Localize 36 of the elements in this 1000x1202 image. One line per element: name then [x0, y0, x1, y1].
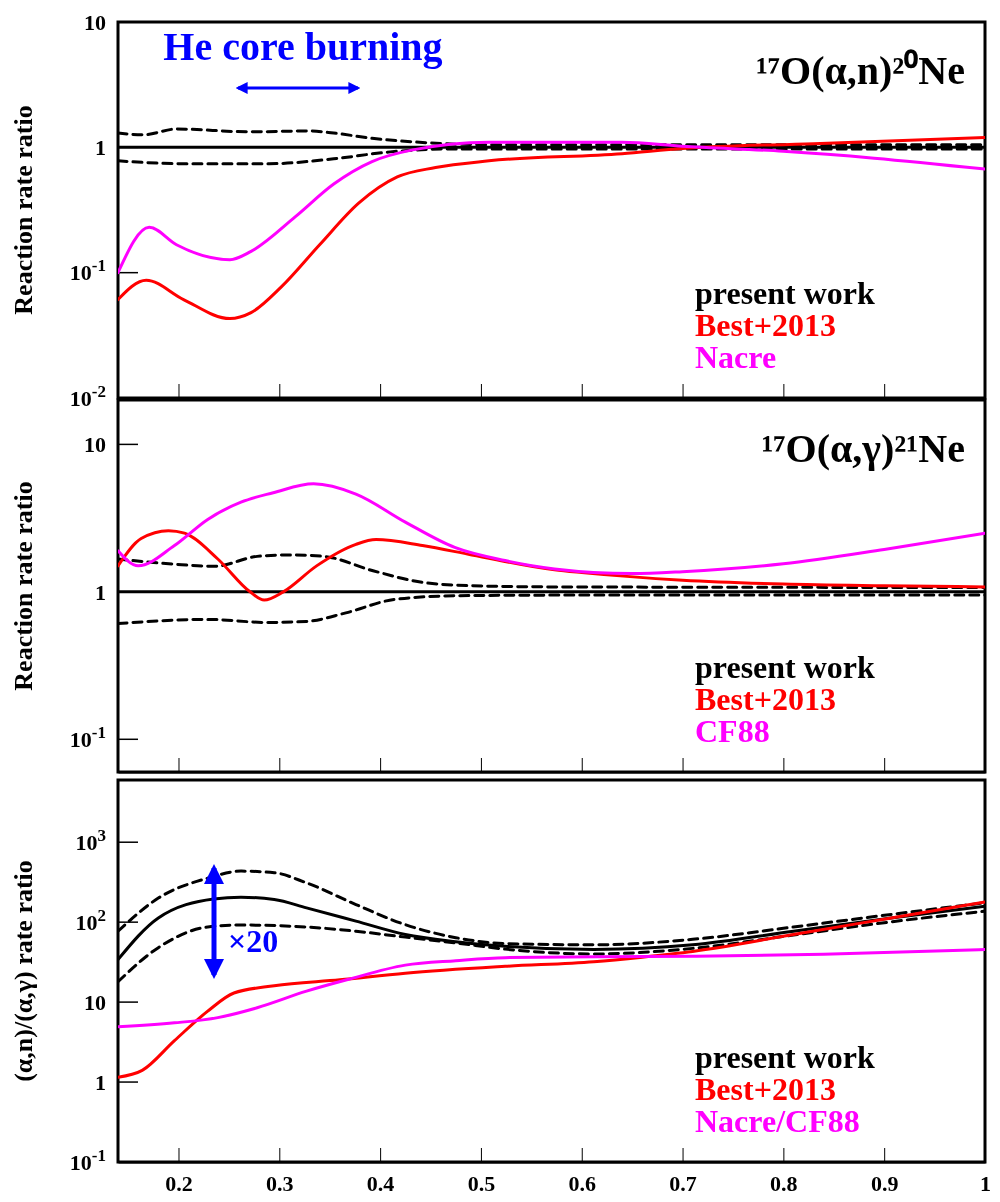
line-series — [118, 900, 985, 1079]
x-tick-label: 0.6 — [568, 1171, 596, 1197]
y-tick-label: 10 — [84, 432, 106, 458]
x-tick-label: 0.7 — [669, 1171, 697, 1197]
y-tick-label: 10$^{-2}$ — [69, 381, 106, 411]
y-tick-label: 10$^{2}$ — [75, 905, 106, 935]
y-axis-title: (α,n)/(α,γ) rate ratio — [9, 860, 38, 1082]
text: ¹⁷O(α,n)²⁰Ne — [756, 48, 965, 93]
x-tick-label: 0.2 — [165, 1171, 193, 1197]
y-tick-label: 1 — [95, 579, 106, 605]
x-tick-label: 1 — [980, 1171, 991, 1197]
x-tick-label: 0.4 — [366, 1171, 395, 1197]
y-tick-label: 10$^{3}$ — [75, 825, 106, 855]
y-tick-label: 10$^{-1}$ — [69, 255, 106, 286]
line-series — [118, 482, 985, 576]
y-axis-title: Reaction rate ratio — [9, 481, 38, 691]
x-tick-label: 0.5 — [467, 1171, 496, 1197]
text: Nacre — [695, 339, 777, 375]
series-label: present work — [695, 649, 876, 685]
text: present work — [695, 1039, 876, 1075]
x-tick-label: 0.3 — [266, 1171, 294, 1197]
x-tick-label: 0.8 — [770, 1171, 798, 1197]
y-tick-label: 1 — [95, 135, 106, 161]
y-tick-label: 10$^{-1}$ — [69, 722, 106, 752]
x-tick-label: 0.9 — [870, 1171, 899, 1197]
text: present work — [695, 275, 876, 311]
annotation: ×20 — [228, 923, 279, 959]
annotation: He core burning — [163, 24, 443, 69]
text: CF88 — [695, 713, 770, 749]
text: Nacre/CF88 — [695, 1103, 860, 1139]
y-tick-label: 10$^{-1}$ — [69, 1145, 106, 1175]
y-tick-label: 10 — [84, 9, 106, 35]
text: ¹⁷O(α,γ)²¹Ne — [761, 426, 965, 471]
y-tick-label: 10 — [84, 989, 106, 1015]
y-tick-label: 1 — [95, 1069, 106, 1095]
y-axis-title: Reaction rate ratio — [9, 105, 38, 315]
